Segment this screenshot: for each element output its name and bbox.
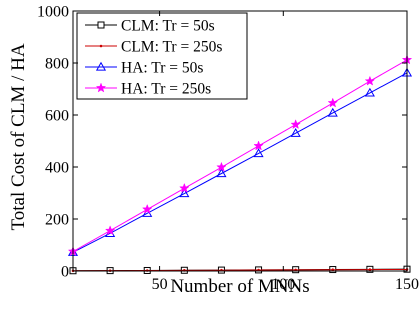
y-axis-label: Total Cost of CLM / HA <box>8 43 29 230</box>
y-tick-label: 200 <box>45 212 69 229</box>
x-tick-label: 50 <box>152 276 168 293</box>
legend-item: HA: Tr = 50s <box>85 60 203 77</box>
legend-label: HA: Tr = 50s <box>121 60 203 77</box>
legend-label: CLM: Tr = 50s <box>121 18 215 35</box>
data-point <box>253 148 264 158</box>
legend-swatch-marker <box>99 44 103 48</box>
y-tick-label: 0 <box>61 264 69 281</box>
legend-swatch-marker <box>97 21 105 29</box>
legend-box <box>76 12 248 100</box>
data-point <box>364 87 375 97</box>
y-tick-label: 1000 <box>37 4 69 21</box>
legend-item: HA: Tr = 250s <box>85 81 211 98</box>
data-point <box>216 168 227 178</box>
data-point <box>216 161 227 172</box>
data-point <box>327 97 339 108</box>
data-point <box>179 182 190 193</box>
legend-swatch-marker <box>95 82 107 93</box>
x-tick-label: 150 <box>395 276 419 293</box>
y-tick-label: 600 <box>45 108 69 125</box>
legend-item: CLM: Tr = 250s <box>85 39 222 56</box>
data-point <box>253 140 264 151</box>
x-axis-label: Number of MNNs <box>170 276 309 297</box>
axis-box <box>72 10 408 272</box>
data-point <box>141 203 153 214</box>
data-point <box>327 107 338 117</box>
data-point <box>331 268 335 272</box>
series-line <box>72 59 408 252</box>
data-point <box>179 188 190 198</box>
data-point <box>290 119 301 130</box>
legend-label: HA: Tr = 250s <box>121 81 211 98</box>
legend-item: CLM: Tr = 50s <box>85 18 215 35</box>
legend: CLM: Tr = 50s CLM: Tr = 250s HA: Tr = 50s H… <box>76 12 248 100</box>
legend-label: CLM: Tr = 250s <box>121 39 222 56</box>
x-tick-label: 100 <box>271 276 295 293</box>
data-point <box>104 225 116 236</box>
data-point <box>290 127 301 137</box>
data-point <box>364 75 376 86</box>
y-tick-label: 400 <box>45 160 69 177</box>
legend-swatch-marker <box>95 61 107 71</box>
y-tick-label: 800 <box>45 56 69 73</box>
series-line <box>72 72 408 253</box>
axis-frame: 0 200 400 600 800 1000 50 100 150 <box>37 4 419 294</box>
data-point <box>368 268 372 271</box>
